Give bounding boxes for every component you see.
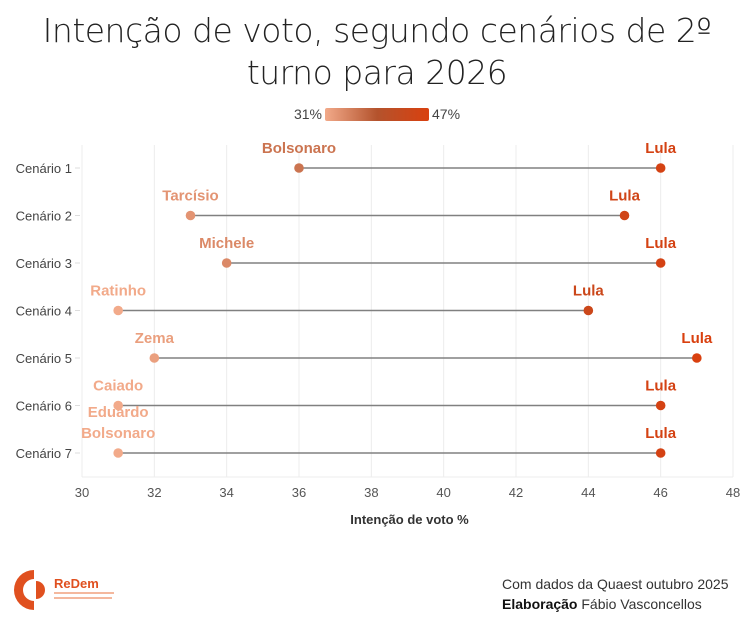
color-legend: 31% 47% (0, 105, 754, 123)
lula-label: Lula (681, 330, 712, 347)
lula-label: Lula (573, 283, 604, 300)
legend-gradient-bar (325, 107, 429, 121)
lula-label: Lula (645, 235, 676, 252)
x-tick-label: 48 (726, 485, 740, 500)
redem-logo-icon (14, 570, 45, 610)
y-tick-label: Cenário 1 (16, 161, 72, 176)
lula-dot (655, 448, 666, 458)
title-line-1: Intenção de voto, segundo cenários de 2º (42, 11, 712, 50)
challenger-dot (185, 210, 196, 221)
y-tick-label: Cenário 2 (16, 209, 72, 224)
challenger-dot (113, 305, 123, 316)
x-axis-title: Intenção de voto % (350, 512, 469, 527)
x-tick-label: 40 (436, 485, 450, 500)
lula-dot (655, 163, 666, 173)
lula-dot (655, 400, 666, 411)
logo-subtitle-line (54, 592, 114, 594)
challenger-dot (149, 353, 160, 363)
x-tick-label: 38 (364, 485, 378, 500)
lula-dot (655, 258, 666, 268)
legend-max-label: 47% (432, 106, 461, 122)
challenger-dot (113, 448, 123, 458)
x-tick-label: 30 (75, 485, 89, 500)
x-tick-label: 36 (292, 485, 306, 500)
lula-dot (619, 210, 630, 221)
credit-name: Fábio Vasconcellos (581, 596, 702, 612)
redem-logo: ReDem (14, 568, 114, 612)
y-tick-label: Cenário 6 (16, 399, 72, 414)
challenger-label-line: Eduardo (88, 404, 149, 421)
x-tick-label: 44 (581, 485, 595, 500)
challenger-label-line: Bolsonaro (81, 425, 155, 442)
source-note: Com dados da Quaest outubro 2025 (502, 576, 729, 592)
credit-line: Elaboração Fábio Vasconcellos (502, 594, 729, 614)
y-tick-label: Cenário 4 (16, 304, 72, 319)
y-tick-label: Cenário 7 (16, 446, 72, 461)
x-tick-label: 32 (147, 485, 161, 500)
challenger-label: Ratinho (90, 283, 146, 300)
challenger-label: Bolsonaro (262, 140, 336, 157)
x-tick-label: 42 (509, 485, 523, 500)
challenger-label: Caiado (93, 378, 143, 395)
footer-credits: Com dados da Quaest outubro 2025 Elabora… (502, 574, 729, 614)
chart-title: Intenção de voto, segundo cenários de 2º… (0, 10, 754, 94)
y-tick-label: Cenário 5 (16, 351, 72, 366)
x-tick-label: 34 (219, 485, 233, 500)
challenger-dot (221, 258, 232, 268)
legend-min-label: 31% (293, 106, 322, 122)
lula-label: Lula (645, 378, 676, 395)
logo-subtitle-line (54, 597, 112, 599)
challenger-label: Tarcísio (162, 188, 218, 205)
challenger-dot (294, 163, 304, 173)
y-tick-label: Cenário 3 (16, 256, 72, 271)
lula-dot (583, 305, 594, 316)
title-line-2: turno para 2026 (246, 53, 508, 92)
lula-label: Lula (609, 188, 640, 205)
challenger-label: Michele (199, 235, 254, 252)
lula-label: Lula (645, 425, 676, 442)
lula-dot (692, 353, 702, 363)
logo-text: ReDem (54, 576, 99, 591)
credit-label: Elaboração (502, 596, 578, 612)
challenger-label: Zema (135, 330, 175, 347)
lula-label: Lula (645, 140, 676, 157)
x-tick-label: 46 (653, 485, 667, 500)
challenger-dot (113, 400, 123, 411)
